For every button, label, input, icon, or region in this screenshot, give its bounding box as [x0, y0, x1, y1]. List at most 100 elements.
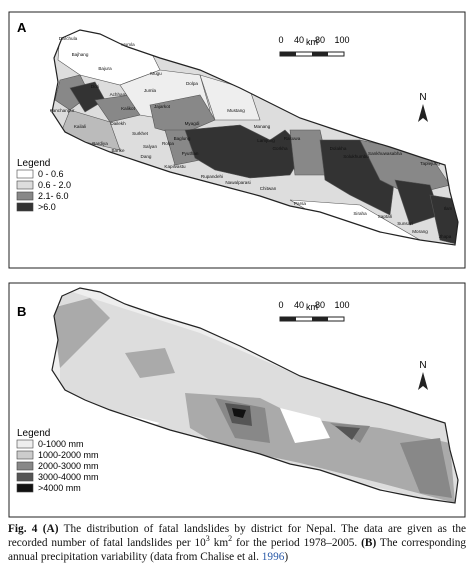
legend-title: Legend: [17, 428, 50, 439]
legend-label: 0-1000 mm: [38, 439, 84, 449]
district-label: Saptari: [378, 214, 393, 219]
legend-label: >4000 mm: [38, 483, 81, 493]
legend-swatch: [16, 439, 34, 449]
citation-link[interactable]: 1996: [261, 551, 285, 563]
map-zone: [149, 94, 216, 136]
district-label: Pyuthan: [182, 151, 199, 156]
scale-tick: 100: [334, 300, 349, 310]
district-label: Mustang: [227, 108, 245, 113]
district-label: Dolakha: [330, 146, 347, 151]
district-label: Lamjung: [257, 138, 275, 143]
district-label: Kailali: [74, 124, 86, 129]
district-label: Sunsari: [397, 221, 413, 226]
map-zone: [280, 408, 330, 443]
legend-label: 2000-3000 mm: [38, 461, 99, 471]
caption-sup: 2: [228, 534, 233, 544]
fig-label: Fig. 4: [8, 523, 38, 535]
map-zone: [335, 426, 360, 440]
legend-swatch: [16, 472, 34, 482]
district-label: Bajura: [98, 66, 112, 71]
map-zone: [232, 408, 246, 418]
district-label: Humla: [121, 42, 135, 47]
district-label: Taplejung: [420, 161, 440, 166]
district-label: Gorkha: [272, 146, 288, 151]
district-label: Morang: [412, 229, 428, 234]
district-label: Solukhumbu: [343, 154, 369, 159]
map-outline: [51, 29, 459, 246]
legend-swatch: [16, 483, 34, 493]
legend-swatch: [16, 202, 34, 212]
legend-label: 2.1- 6.0: [38, 191, 69, 201]
legend-swatch: [16, 450, 34, 460]
caption: Fig. 4 (A) The distribution of fatal lan…: [8, 522, 466, 564]
district-label: Bardiya: [92, 141, 108, 146]
panel-b-frame: [8, 282, 466, 518]
district-label: Kanchanpur: [50, 108, 75, 113]
caption-b: (B): [361, 537, 377, 549]
scale-tick: 0: [278, 300, 283, 310]
scale-unit: km: [306, 302, 318, 312]
caption-text: km: [213, 537, 229, 549]
map-zone: [400, 438, 452, 498]
caption-text: The corresponding annual precipitation v…: [8, 537, 467, 563]
legend-swatch: [16, 180, 34, 190]
district-label: Bajhang: [72, 52, 89, 57]
north-arrow: [418, 372, 428, 390]
map-zone: [61, 109, 121, 151]
legend-swatch: [16, 191, 34, 201]
district-label: Parsa: [294, 201, 306, 206]
map-outline: [51, 287, 459, 504]
scale-tick: 0: [278, 35, 283, 45]
district-label: Sankhuwasabha: [368, 151, 402, 156]
scale-bar: [312, 317, 328, 321]
scale-tick: 40: [294, 300, 304, 310]
legend-label: 1000-2000 mm: [38, 450, 99, 460]
caption-a: (A): [42, 523, 59, 535]
scale-bar: [280, 52, 296, 56]
scale-tick: 40: [294, 35, 304, 45]
district-label: Banke: [111, 148, 124, 153]
scale-bar: [280, 317, 296, 321]
caption-text: The distribution of fatal landslides by …: [8, 523, 467, 549]
figure: Akm 0 40 80 100 N Darchula Humla Bajhang Bajura Mu…: [8, 11, 466, 518]
district-label: Rupandehi: [201, 174, 223, 179]
district-label: Manang: [254, 124, 271, 129]
north-arrow: [418, 104, 428, 122]
district-label: Myagdi: [185, 121, 200, 126]
map: [52, 288, 458, 503]
district-label: Achham: [110, 92, 127, 97]
district-label: Ilam: [444, 206, 453, 211]
district-label: Nawalparasi: [225, 180, 250, 185]
map-zone: [52, 298, 110, 368]
north-label: N: [419, 92, 426, 103]
scale-tick: 80: [315, 35, 325, 45]
district-label: Dailekh: [110, 121, 126, 126]
district-label: Kalikot: [121, 106, 136, 111]
district-label: Chitwan: [260, 186, 277, 191]
caption-sup: 3: [205, 534, 210, 544]
map-zone: [125, 348, 175, 378]
district-label: Rolpa: [162, 141, 174, 146]
district-label: Surkhet: [132, 131, 149, 136]
legend-label: >6.0: [38, 202, 56, 212]
district-label: Rasuwa: [284, 136, 301, 141]
district-label: Baglung: [174, 136, 191, 141]
scale-tick: 80: [315, 300, 325, 310]
district-label: Darchula: [59, 36, 78, 41]
panel-label: A: [17, 20, 27, 35]
legend-swatch: [16, 461, 34, 471]
district-label: Dolpa: [186, 81, 198, 86]
legend-title: Legend: [17, 158, 50, 169]
district-label: Jajarkot: [154, 104, 171, 109]
panel-label: B: [17, 304, 26, 319]
scale-unit: km: [306, 37, 318, 47]
legend-label: 3000-4000 mm: [38, 472, 99, 482]
district-label: Salyan: [143, 144, 157, 149]
legend-label: 0.6 - 2.0: [38, 180, 71, 190]
district-label: Kapilvastu: [164, 164, 186, 169]
district-label: Dang: [141, 154, 152, 159]
scale-tick: 100: [334, 35, 349, 45]
north-label: N: [419, 360, 426, 371]
scale-bar: [312, 52, 328, 56]
